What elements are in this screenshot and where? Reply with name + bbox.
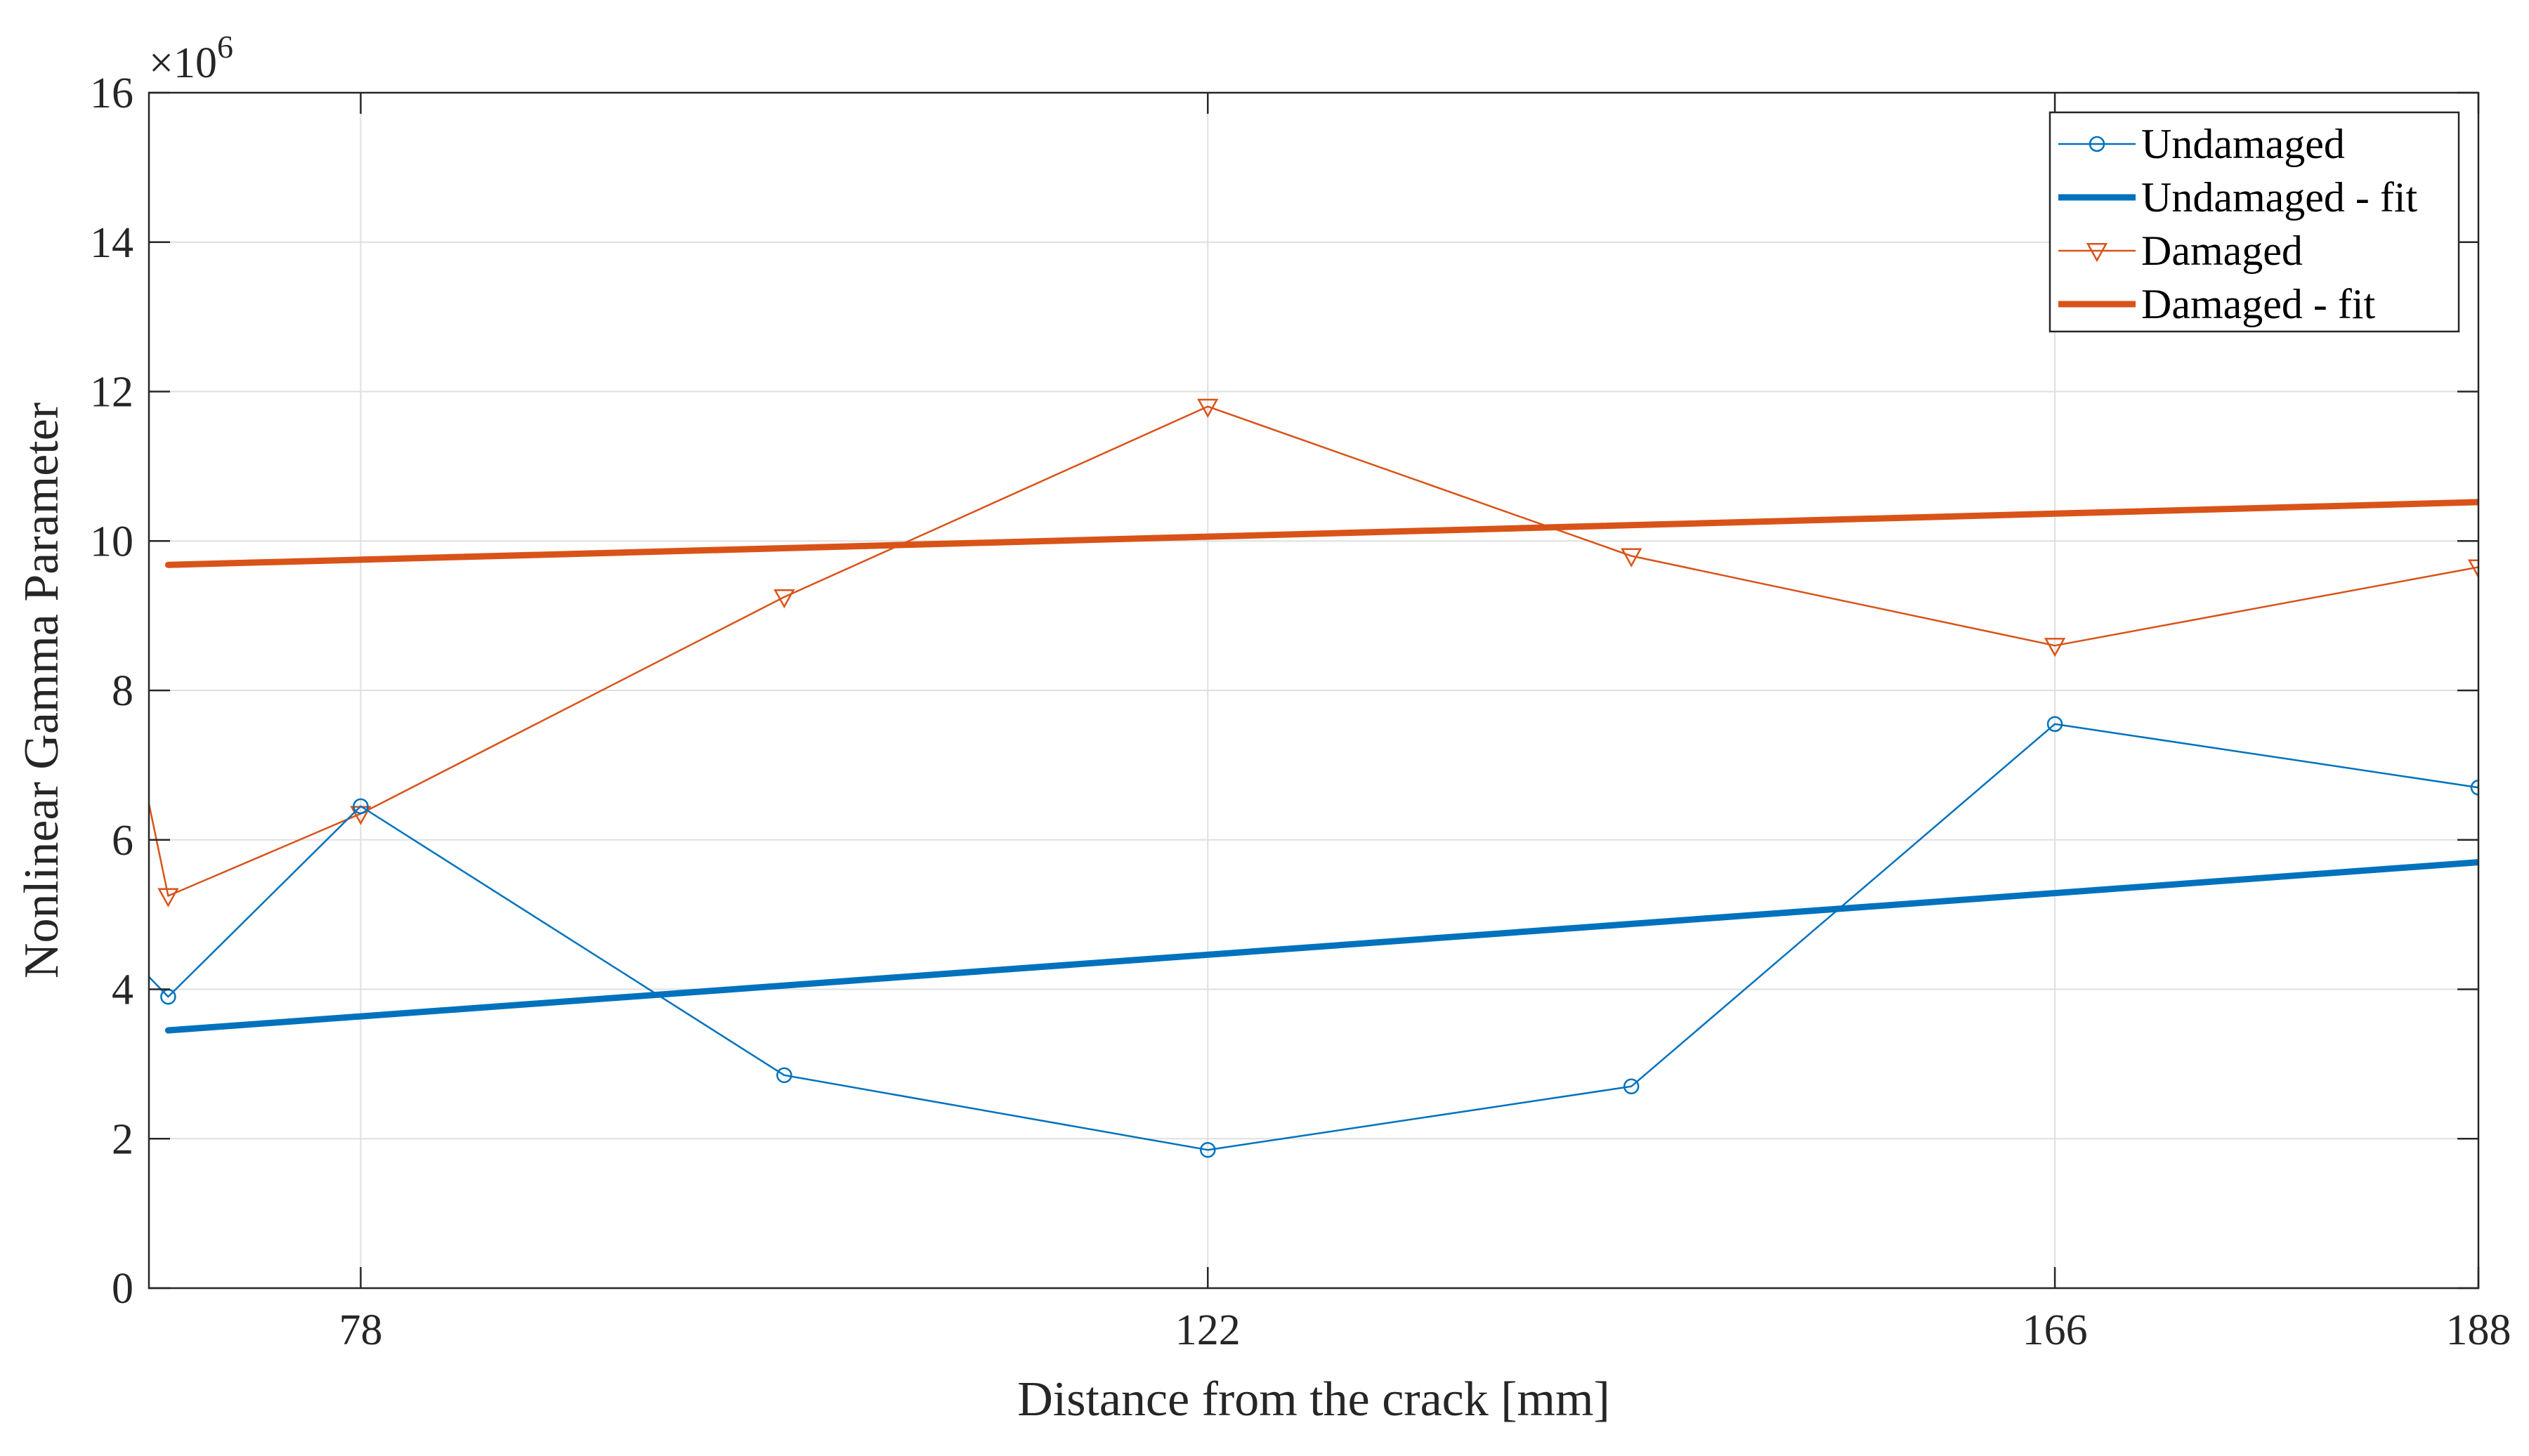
y-tick-label: 12 [90, 369, 133, 417]
damaged-marker [157, 888, 179, 907]
series-undamaged-fit [164, 859, 2478, 1034]
legend-entry-undamaged-fit: Undamaged - fit [2058, 174, 2418, 221]
undamaged-fit-line [164, 859, 2478, 1034]
y-grid [149, 92, 2478, 1289]
legend-entry-damaged-fit: Damaged - fit [2058, 281, 2376, 327]
legend-box [2048, 111, 2460, 333]
y-tick-label: 0 [112, 1265, 133, 1313]
y-exponent-label: ×106 [149, 29, 233, 87]
y-tick-label: 10 [90, 518, 133, 565]
x-tick-label: 78 [339, 1306, 382, 1354]
y-tick-label: 8 [112, 667, 133, 715]
undamaged-marker [2046, 716, 2063, 733]
legend-label: Undamaged [2141, 121, 2345, 167]
y-tick-label: 2 [112, 1115, 133, 1163]
x-axis-label: Distance from the crack [mm] [1017, 1372, 1610, 1427]
damaged-marker [773, 589, 795, 609]
damaged-marker [1621, 548, 1642, 568]
x-tick-label: 188 [2446, 1306, 2511, 1354]
damaged-marker [2044, 638, 2066, 657]
y-tick-label: 4 [112, 966, 133, 1014]
legend-entry-damaged: Damaged [2058, 228, 2303, 274]
undamaged-marker [353, 798, 369, 815]
legend-label: Damaged [2141, 228, 2303, 274]
x-tick-label: 122 [1175, 1306, 1241, 1354]
y-axis-label: Nonlinear Gamma Parameter [15, 402, 69, 978]
undamaged-line [149, 723, 2478, 1151]
y-tick-label: 6 [112, 817, 133, 865]
series-layer [149, 398, 2478, 1158]
legend-marker [2089, 136, 2105, 152]
legend: Undamaged Undamaged - fit Damaged Damaged -… [2048, 111, 2460, 333]
undamaged-marker [776, 1067, 792, 1084]
legend-label: Undamaged - fit [2141, 174, 2418, 221]
undamaged-marker [2470, 780, 2478, 796]
damaged-marker [2467, 559, 2478, 579]
y-ticks: 0 2 4 6 8 10 12 14 16 [90, 70, 2478, 1313]
damaged-line [149, 405, 2478, 897]
damaged-fit-line [164, 499, 2478, 568]
x-ticks: 78 122 166 188 [339, 93, 2511, 1354]
undamaged-marker [1623, 1078, 1640, 1095]
legend-marker [2086, 243, 2108, 263]
y-tick-label: 14 [90, 219, 133, 267]
x-tick-label: 166 [2022, 1306, 2088, 1354]
legend-label: Damaged - fit [2141, 281, 2376, 327]
series-damaged-fit [164, 499, 2478, 568]
series-group [149, 398, 2478, 1158]
legend-entry-undamaged: Undamaged [2058, 121, 2345, 167]
undamaged-marker [1200, 1141, 1216, 1158]
y-tick-label: 16 [90, 70, 133, 117]
damaged-marker [1197, 398, 1219, 418]
